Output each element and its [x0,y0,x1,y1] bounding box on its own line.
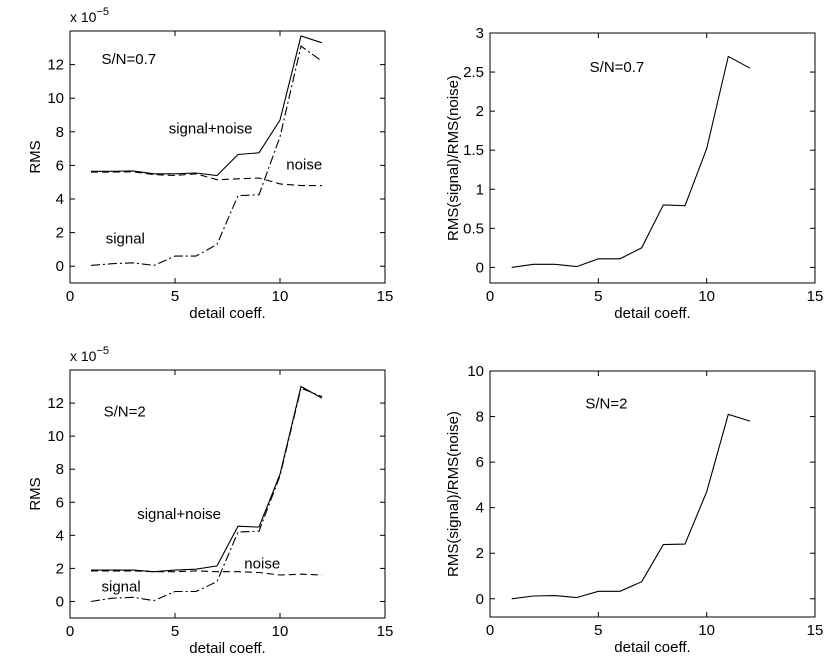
y-tick-label: 2 [56,560,64,577]
annotation-signal: signal [106,231,145,248]
y-tick-label: 12 [47,57,64,74]
y-tick-label: 10 [467,363,484,380]
series-line-noise [91,171,322,187]
y-tick-label: 4 [56,191,64,208]
annotation-sn: S/N=2 [585,396,627,413]
annotation-noise: noise [244,555,280,572]
annotation-sn: S/N=0.7 [590,59,645,76]
x-tick-label: 15 [377,288,394,305]
series-line-signal [90,387,323,603]
series-line-ratio [511,413,751,600]
y-tick-label: 12 [47,395,64,412]
annotation-sn: S/N=0.7 [102,51,157,68]
axes-frame [69,369,386,619]
y-axis-label: RMS(signal)/RMS(noise) [445,75,462,241]
y-exponent-label: x 10−5 [70,6,109,25]
axes-frame [489,370,816,618]
y-tick-label: 2 [476,545,484,562]
x-tick-label: 0 [486,288,494,305]
series-line-signal-noise [91,35,323,177]
chart-panel-rms-2: 0 5 10 15 0 2 4 6 8 10 12 detail coeff. RMS x 10−5 S/N… [27,345,393,657]
x-tick-label: 10 [698,622,715,639]
y-tick-label: 6 [56,157,64,174]
x-tick-label: 5 [594,622,602,639]
annotation-signal-noise: signal+noise [137,506,221,523]
series-line-ratio [511,55,751,268]
x-tick-label: 0 [66,288,74,305]
y-tick-label: 0.5 [463,220,484,237]
y-tick-label: 8 [56,461,64,478]
y-tick-label: 2 [56,225,64,242]
y-tick-label: 2 [476,103,484,120]
x-tick-label: 15 [807,288,824,305]
series-line-signal [90,45,323,266]
y-tick-label: 8 [476,409,484,426]
annotation-signal: signal [102,579,141,596]
y-axis-label: RMS [27,477,44,510]
x-tick-label: 10 [272,288,289,305]
annotation-noise: noise [286,157,322,174]
chart-panel-ratio-07: 0 5 10 15 0 0.5 1 1.5 2 2.5 3 detail coeff. RMS(sign… [445,25,823,322]
x-tick-label: 15 [377,623,394,640]
axes-frame [489,32,816,284]
y-tick-label: 4 [56,527,64,544]
y-tick-label: 0 [56,258,64,275]
y-axis-label: RMS [27,140,44,173]
series-line-noise [91,570,323,576]
x-tick-label: 5 [171,623,179,640]
axes-frame [69,30,386,284]
y-exponent-label: x 10−5 [70,345,109,364]
y-axis-label: RMS(signal)/RMS(noise) [445,411,462,577]
x-tick-label: 10 [698,288,715,305]
y-tick-label: 6 [56,494,64,511]
x-axis-label: detail coeff. [189,640,265,657]
y-tick-label: 0 [56,593,64,610]
x-tick-label: 5 [171,288,179,305]
x-tick-label: 10 [272,623,289,640]
y-tick-label: 10 [47,90,64,107]
series-line-signal-noise [91,385,323,573]
x-tick-label: 0 [66,623,74,640]
x-tick-label: 0 [486,622,494,639]
y-tick-label: 0 [476,259,484,276]
x-axis-label: detail coeff. [614,305,690,322]
x-axis-label: detail coeff. [189,305,265,322]
y-tick-label: 1 [476,181,484,198]
y-tick-label: 4 [476,500,484,517]
chart-panel-rms-07: 0 5 10 15 0 2 4 6 8 10 12 detail coeff. RMS x 10−5 S/N… [27,6,393,322]
y-tick-label: 8 [56,124,64,141]
y-tick-label: 0 [476,591,484,608]
x-tick-label: 15 [807,622,824,639]
y-tick-label: 3 [476,25,484,42]
y-tick-label: 6 [476,454,484,471]
y-tick-label: 10 [47,428,64,445]
x-tick-label: 5 [594,288,602,305]
y-tick-label: 1.5 [463,142,484,159]
y-tick-label: 2.5 [463,64,484,81]
x-axis-label: detail coeff. [614,639,690,656]
annotation-sn: S/N=2 [104,403,146,420]
annotation-signal-noise: signal+noise [169,120,253,137]
chart-panel-ratio-2: 0 5 10 15 0 2 4 6 8 10 detail coeff. RMS(signal)/RM… [445,363,823,656]
